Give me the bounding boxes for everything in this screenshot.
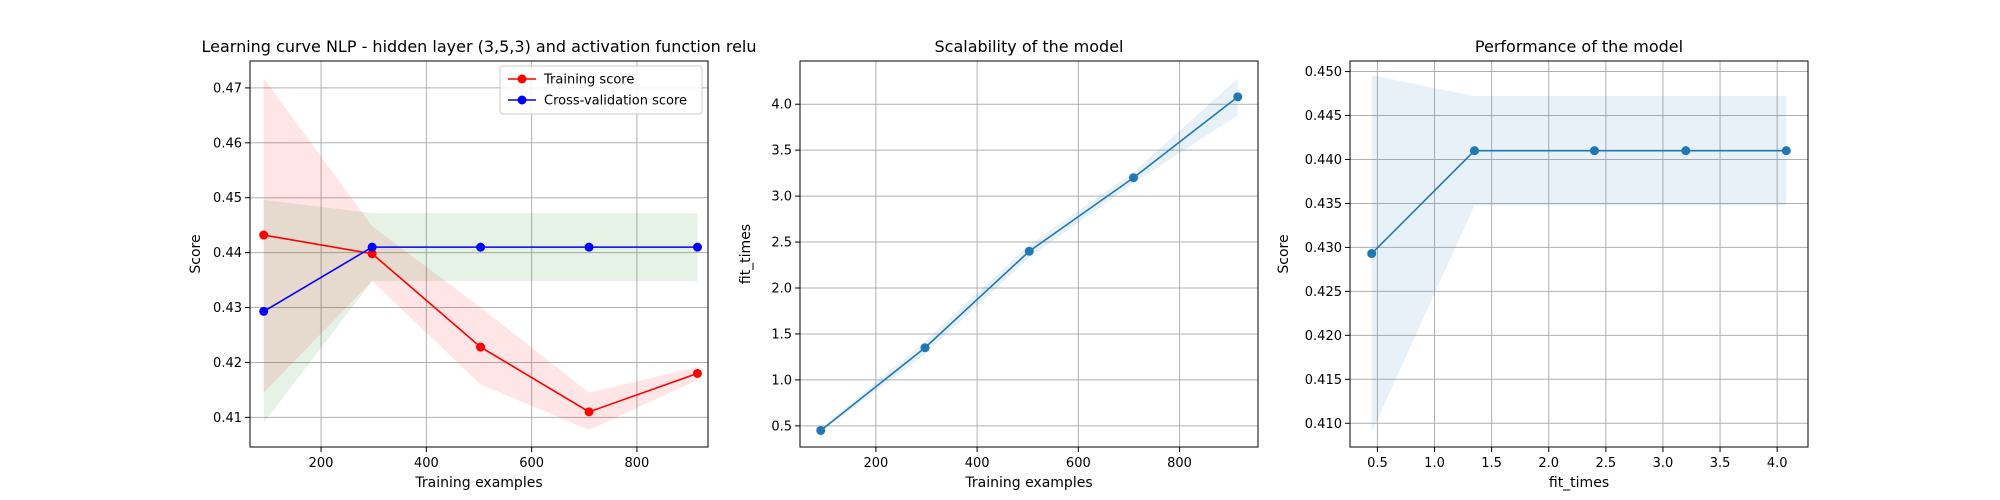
y-tick-label: 0.435 <box>1305 197 1342 212</box>
legend-label-cross-validation: Cross-validation score <box>544 94 687 109</box>
y-tick-label: 0.440 <box>1305 153 1342 168</box>
y-tick-label: 0.41 <box>213 411 242 426</box>
x-tick-label: 600 <box>519 456 544 471</box>
y-tick-label: 0.445 <box>1305 109 1342 124</box>
data-point <box>816 425 826 435</box>
y-tick-label: 0.46 <box>213 136 242 151</box>
data-point <box>259 306 269 316</box>
performance-panel: 0.5 1.0 1.5 2.0 2.5 3.0 3.5 4.0 0.410 0.415 0.420 0… <box>1276 37 1809 491</box>
y-tick-label: 4.0 <box>771 98 792 113</box>
legend-box <box>499 65 703 115</box>
data-point <box>1129 173 1139 183</box>
learning-curve-panel: 200 400 600 800 0.41 0.42 0.43 0.44 0.45 0.46 0.47… <box>188 37 757 491</box>
x-tick-label: 3.5 <box>1710 456 1731 471</box>
data-point <box>692 242 702 252</box>
series-lines <box>1367 146 1791 259</box>
data-point <box>1681 146 1691 156</box>
scalability-panel: 200 400 600 800 0.5 1.0 1.5 2.0 2.5 3.0 3.5 4.0 Sca… <box>738 37 1259 491</box>
confidence-bands <box>1371 75 1787 433</box>
plot-frame <box>1349 60 1809 448</box>
axis-ticks: 200 400 600 800 0.5 1.0 1.5 2.0 2.5 3.0 3.5 4.0 <box>771 98 1192 471</box>
x-tick-label: 400 <box>965 456 990 471</box>
data-point <box>1024 246 1034 256</box>
y-tick-label: 0.420 <box>1305 329 1342 344</box>
chart-title: Learning curve NLP - hidden layer (3,5,3… <box>201 37 756 56</box>
y-tick-label: 0.410 <box>1305 417 1342 432</box>
series-lines <box>816 92 1243 435</box>
y-tick-label: 0.425 <box>1305 285 1342 300</box>
y-tick-label: 3.0 <box>771 190 792 205</box>
data-point <box>259 230 269 240</box>
y-tick-label: 0.42 <box>213 356 242 371</box>
legend-marker-cross-validation <box>517 95 527 105</box>
y-tick-label: 0.44 <box>213 246 242 261</box>
y-axis-label: fit_times <box>738 224 754 284</box>
data-point <box>367 242 377 252</box>
x-tick-label: 1.0 <box>1424 456 1445 471</box>
data-point <box>584 407 594 417</box>
x-tick-label: 2.0 <box>1538 456 1559 471</box>
y-tick-label: 0.430 <box>1305 241 1342 256</box>
y-axis-label: Score <box>188 234 204 273</box>
axis-ticks: 200 400 600 800 0.41 0.42 0.43 0.44 0.45 0.46 0.47 <box>213 81 649 471</box>
plot-frame <box>799 60 1259 448</box>
y-tick-label: 0.415 <box>1305 373 1342 388</box>
data-point <box>692 368 702 378</box>
y-tick-label: 3.5 <box>771 144 792 159</box>
y-tick-label: 1.5 <box>771 327 792 342</box>
chart-title: Performance of the model <box>1475 37 1683 56</box>
axis-ticks: 0.5 1.0 1.5 2.0 2.5 3.0 3.5 4.0 0.410 0.415 0.420 0… <box>1305 65 1788 471</box>
data-point <box>1233 92 1243 102</box>
y-tick-label: 0.5 <box>771 419 792 434</box>
chart-title: Scalability of the model <box>935 37 1124 56</box>
legend-label-training: Training score <box>543 73 634 88</box>
data-point <box>1781 146 1791 156</box>
y-tick-label: 0.43 <box>213 301 242 316</box>
x-axis-label: Training examples <box>964 475 1092 491</box>
grid <box>1350 61 1808 447</box>
plot-frame <box>249 60 709 448</box>
x-tick-label: 800 <box>625 456 650 471</box>
data-point <box>1367 249 1377 259</box>
data-point <box>1469 146 1479 156</box>
data-point <box>920 343 930 353</box>
grid <box>800 61 1258 447</box>
data-point <box>367 249 377 259</box>
x-tick-label: 4.0 <box>1767 456 1788 471</box>
y-tick-label: 0.450 <box>1305 65 1342 80</box>
y-tick-label: 1.0 <box>771 373 792 388</box>
y-tick-label: 2.0 <box>771 282 792 297</box>
x-axis-label: fit_times <box>1549 475 1609 491</box>
data-point <box>476 242 486 252</box>
confidence-band <box>1371 75 1787 433</box>
legend-marker-training <box>517 74 527 84</box>
x-tick-label: 2.5 <box>1595 456 1616 471</box>
data-point <box>1589 146 1599 156</box>
x-tick-label: 200 <box>309 456 334 471</box>
y-axis-label: Score <box>1276 234 1292 273</box>
x-tick-label: 1.5 <box>1481 456 1502 471</box>
legend: Training score Cross-validation score <box>499 65 703 115</box>
x-tick-label: 200 <box>863 456 888 471</box>
data-point <box>476 342 486 352</box>
y-tick-label: 0.45 <box>213 191 242 206</box>
x-tick-label: 0.5 <box>1367 456 1388 471</box>
x-tick-label: 3.0 <box>1653 456 1674 471</box>
x-tick-label: 400 <box>414 456 439 471</box>
data-point <box>584 242 594 252</box>
x-tick-label: 600 <box>1066 456 1091 471</box>
x-axis-label: Training examples <box>414 475 542 491</box>
confidence-band <box>263 78 698 430</box>
x-tick-label: 800 <box>1167 456 1192 471</box>
y-tick-label: 0.47 <box>213 81 242 96</box>
series-lines <box>259 230 702 417</box>
y-tick-label: 2.5 <box>771 236 792 251</box>
